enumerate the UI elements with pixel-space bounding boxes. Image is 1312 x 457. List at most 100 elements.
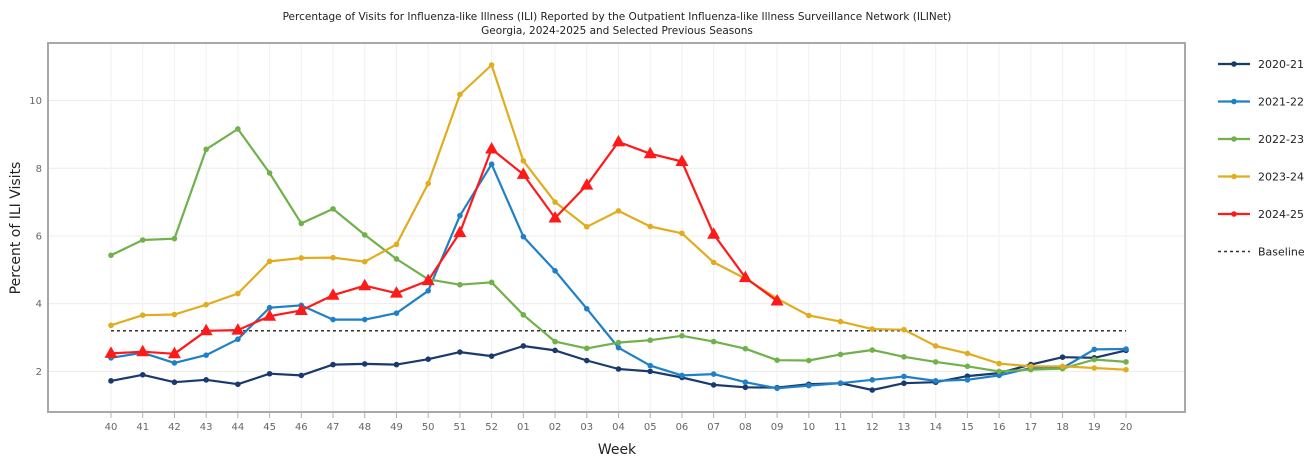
data-point-2023-24 — [266, 258, 273, 265]
data-point-2020-21 — [488, 353, 495, 359]
data-point-2024-25 — [516, 167, 530, 179]
data-point-2021-22 — [1091, 346, 1098, 353]
data-point-2022-23 — [869, 347, 876, 353]
data-point-2023-24 — [108, 322, 114, 329]
data-point-2022-23 — [108, 252, 114, 259]
data-point-2020-21 — [393, 361, 400, 368]
data-point-2022-23 — [488, 279, 495, 286]
data-point-2021-22 — [235, 336, 241, 343]
data-point-2021-22 — [679, 372, 685, 379]
data-point-2020-21 — [139, 371, 146, 378]
data-point-2021-22 — [520, 233, 527, 240]
data-point-2022-23 — [1123, 359, 1129, 365]
data-point-2023-24 — [806, 312, 812, 319]
data-point-2023-24 — [583, 224, 590, 230]
y-tick-label: 4 — [36, 299, 42, 310]
data-point-2021-22 — [583, 305, 590, 312]
data-point-2024-25 — [294, 303, 308, 315]
legend-label: 2022-23 — [1258, 133, 1304, 146]
data-point-2020-21 — [361, 361, 368, 367]
legend-marker — [1231, 61, 1237, 67]
data-point-2020-21 — [108, 378, 114, 384]
data-point-2022-23 — [235, 126, 241, 132]
data-point-2022-23 — [393, 256, 400, 262]
x-tick-label: 10 — [802, 422, 815, 433]
data-point-2023-24 — [964, 350, 971, 357]
legend-label: 2024-25 — [1258, 208, 1304, 221]
data-point-2024-25 — [389, 286, 403, 298]
data-point-2022-23 — [520, 312, 527, 318]
data-point-2022-23 — [679, 333, 685, 339]
data-point-2022-23 — [742, 345, 749, 352]
data-point-2022-23 — [171, 235, 178, 242]
data-point-2021-22 — [552, 268, 558, 274]
data-point-2024-25 — [707, 227, 721, 239]
x-tick-label: 19 — [1088, 422, 1101, 433]
data-point-2024-25 — [485, 141, 499, 154]
data-point-2023-24 — [1059, 363, 1066, 370]
data-point-2024-25 — [104, 346, 118, 358]
data-point-2020-21 — [742, 384, 749, 391]
data-point-2023-24 — [393, 241, 400, 248]
data-point-2021-22 — [742, 379, 749, 386]
data-point-2021-22 — [393, 310, 400, 316]
data-point-2021-22 — [901, 373, 907, 380]
data-point-2021-22 — [710, 371, 717, 377]
legend-item-2020-21: 2020-21 — [1218, 58, 1304, 71]
x-tick-label: 13 — [898, 422, 911, 433]
x-tick-label: 03 — [580, 422, 593, 433]
data-point-2022-23 — [552, 338, 558, 345]
data-point-2022-23 — [583, 345, 590, 352]
x-tick-label: 51 — [454, 422, 467, 433]
data-point-2021-22 — [964, 377, 971, 383]
data-point-2023-24 — [1123, 366, 1129, 373]
data-point-2021-22 — [774, 385, 780, 392]
data-point-2023-24 — [425, 180, 431, 187]
x-tick-label: 20 — [1120, 422, 1133, 433]
x-tick-label: 47 — [327, 422, 340, 433]
data-point-2021-22 — [996, 372, 1002, 379]
data-point-2021-22 — [457, 212, 463, 219]
data-point-2021-22 — [488, 161, 495, 167]
plot-frame — [47, 42, 1186, 413]
data-point-2020-21 — [330, 361, 336, 368]
data-point-2021-22 — [932, 378, 939, 384]
data-point-2022-23 — [806, 357, 812, 364]
legend-item-2021-22: 2021-22 — [1218, 96, 1304, 109]
legend-label: 2020-21 — [1258, 58, 1304, 71]
data-point-2022-23 — [457, 281, 463, 288]
data-point-2021-22 — [647, 362, 654, 369]
data-point-2023-24 — [552, 199, 558, 205]
data-point-2023-24 — [139, 312, 146, 318]
data-point-2020-21 — [298, 372, 305, 379]
data-point-2024-25 — [358, 278, 372, 291]
x-tick-label: 52 — [485, 422, 498, 433]
data-point-2022-23 — [203, 146, 209, 153]
data-point-2024-25 — [548, 211, 562, 223]
chart-title: Percentage of Visits for Influenza-like … — [283, 11, 952, 23]
legend-label: Baseline — [1258, 246, 1305, 259]
data-point-2024-25 — [167, 346, 181, 359]
chart-subtitle: Georgia, 2024-2025 and Selected Previous… — [481, 25, 753, 37]
data-point-2023-24 — [171, 311, 178, 318]
y-tick-label: 2 — [36, 367, 42, 378]
data-point-2024-25 — [643, 146, 657, 159]
data-point-2021-22 — [425, 288, 431, 294]
x-tick-label: 15 — [961, 422, 974, 433]
data-point-2022-23 — [361, 232, 368, 238]
legend-item-2022-23: 2022-23 — [1218, 133, 1304, 146]
y-tick-label: 8 — [36, 164, 42, 175]
x-tick-label: 45 — [263, 422, 276, 433]
data-point-2020-21 — [520, 343, 527, 349]
data-point-2022-23 — [266, 170, 273, 176]
data-point-2020-21 — [203, 377, 209, 383]
x-tick-label: 43 — [200, 422, 213, 433]
data-point-2023-24 — [996, 360, 1002, 367]
data-point-2024-25 — [263, 309, 277, 321]
data-point-2023-24 — [837, 318, 844, 325]
data-point-2023-24 — [647, 223, 654, 230]
y-axis-label: Percent of ILI Visits — [8, 162, 24, 295]
legend-marker — [1231, 136, 1237, 142]
